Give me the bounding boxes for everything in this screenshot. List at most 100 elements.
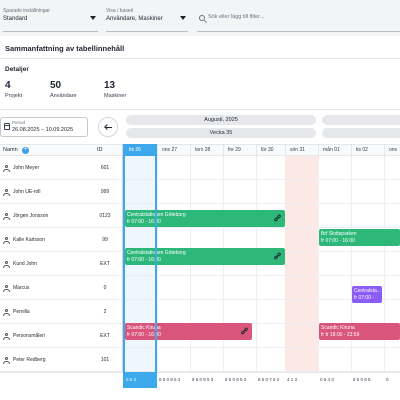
row-name: John Meyer <box>13 165 40 171</box>
event-time: fr 07:00 - 16:00 <box>321 238 355 244</box>
table-row[interactable]: John UE-roll 999 <box>0 180 400 204</box>
person-icon <box>3 213 10 220</box>
person-icon <box>3 237 10 244</box>
week-label-next <box>322 128 400 138</box>
row-id: EXT <box>100 333 110 339</box>
table-row[interactable]: Peter Redberg 101 <box>0 348 400 372</box>
period-value: 26.08.2025 – 10.09.2025 <box>12 127 74 133</box>
day-header[interactable]: tis 02 <box>351 144 384 156</box>
row-name: Jörgen Jonsson <box>13 213 49 219</box>
day-header[interactable]: sön 31 <box>285 144 318 156</box>
row-id: 999 <box>100 189 110 195</box>
day-header[interactable]: ons <box>384 144 400 156</box>
month-label-next <box>322 115 400 125</box>
event-time: fr 07:00 - 16:00 <box>127 257 161 263</box>
add-icon[interactable]: + <box>22 147 29 154</box>
row-name: Pernilla <box>13 309 30 315</box>
person-icon <box>3 333 10 340</box>
calendar-icon <box>4 123 10 130</box>
chevron-down-icon <box>90 16 96 20</box>
weekend-column <box>285 156 318 372</box>
table-row[interactable]: Personsmåleri EXT <box>0 324 400 348</box>
row-id: 2 <box>103 309 107 315</box>
table-row[interactable]: Kund John EXT <box>0 252 400 276</box>
table-row[interactable]: John Meyer 601 <box>0 156 400 180</box>
capacity-count: 8 5 0 8 5 3 <box>159 377 181 382</box>
capacity-count: 8 5 0 8 5 <box>353 377 371 382</box>
capacity-count: 8 5 0 7 5 2 <box>258 377 280 382</box>
event-time: fr 07:00 - 16:00 <box>127 219 161 225</box>
search-icon <box>199 15 205 21</box>
grid-line <box>351 156 352 372</box>
capacity-count: 8 5 0 8 5 3 <box>192 377 214 382</box>
schedule-event[interactable]: Scandic Kiruna fr fr 18:00 - 23:59 <box>319 323 400 340</box>
row-name: Kalle Karlsson <box>13 237 45 243</box>
row-id: 601 <box>100 165 110 171</box>
stat-label: Maskiner <box>104 93 127 99</box>
stat-value: 50 <box>50 80 62 91</box>
column-separator <box>122 144 123 372</box>
capacity-count: 4 1 3 <box>287 377 298 382</box>
event-title: Scandic Kiruna <box>127 325 161 331</box>
saved-filters-label: Sparade inställningar <box>3 8 50 14</box>
today-marker-left <box>123 144 125 388</box>
schedule-event[interactable]: Brf Slottsparken fr 07:00 - 16:00 <box>319 229 400 246</box>
saved-filters-value: Standard <box>3 16 28 22</box>
person-icon <box>3 189 10 196</box>
saved-filters-select[interactable]: Sparade inställningar Standard <box>3 8 98 32</box>
details-title: Detaljer <box>5 66 29 73</box>
day-header-today[interactable]: tis 26 <box>124 144 156 156</box>
divider <box>0 58 400 59</box>
day-header[interactable]: tors 28 <box>190 144 222 156</box>
search-placeholder: Sök eller lägg till filter... <box>208 14 265 20</box>
month-label: Augusti, 2025 <box>126 115 316 125</box>
stat-value: 13 <box>104 80 116 91</box>
day-header[interactable]: mån 01 <box>318 144 351 156</box>
capacity-count-today: 0 5 3 <box>124 372 156 388</box>
table-row[interactable]: Pernilla 2 <box>0 300 400 324</box>
link-icon <box>240 327 249 335</box>
schedule-event[interactable]: Centralstationen Göteborg fr 07:00 - 16:… <box>125 248 285 265</box>
summary-title: Sammanfattning av tabellinnehåll <box>5 44 125 53</box>
divider <box>0 109 400 110</box>
table-row[interactable]: Jörgen Jonsson 0123 <box>0 204 400 228</box>
person-icon <box>3 357 10 364</box>
person-icon <box>3 285 10 292</box>
person-icon <box>3 261 10 268</box>
day-header[interactable]: lör 30 <box>256 144 285 156</box>
grid-line <box>318 156 319 372</box>
row-name: Marcus <box>13 285 30 291</box>
person-icon <box>3 309 10 316</box>
row-id: 99 <box>102 237 108 243</box>
event-time: fr fr 18:00 - 23:59 <box>321 332 360 338</box>
stat-value: 4 <box>5 80 11 91</box>
table-row[interactable]: Marcus 0 <box>0 276 400 300</box>
view-select[interactable]: Visa / baserl Användare, Maskiner <box>106 8 188 32</box>
name-column-header[interactable]: Namn <box>3 147 18 153</box>
grid-line <box>384 156 385 372</box>
view-label: Visa / baserl <box>106 8 134 14</box>
stat-machines: 13 Maskiner <box>104 80 126 99</box>
day-header[interactable]: fre 29 <box>223 144 255 156</box>
row-id: EXT <box>100 261 110 267</box>
arrow-left-icon <box>105 127 112 128</box>
search-input[interactable]: Sök eller lägg till filter... <box>197 8 400 32</box>
period-picker[interactable]: Period 26.08.2025 – 10.09.2025 <box>0 117 88 137</box>
stat-projects: 4 Projekt <box>5 80 22 99</box>
stat-label: Projekt <box>5 93 23 99</box>
previous-period-button[interactable] <box>98 117 118 137</box>
chevron-down-icon <box>180 16 186 20</box>
link-icon <box>273 252 282 260</box>
toolbar: Sparade inställningar Standard Visa / ba… <box>0 0 400 36</box>
schedule-event[interactable]: Scandic Kiruna fr 07:00 - 16:00 <box>125 323 252 340</box>
link-icon <box>273 214 282 222</box>
row-id: 0 <box>103 285 107 291</box>
event-time: fr 07:00 - <box>354 295 375 301</box>
event-title: Brf Slottsparken <box>321 231 357 237</box>
schedule-event[interactable]: Centralstationen Göteborg fr 07:00 - 16:… <box>125 210 285 227</box>
day-header[interactable]: ons 27 <box>157 144 189 156</box>
schedule-event[interactable]: Centralsta... fr 07:00 - <box>352 286 382 303</box>
event-title: Centralsta... <box>354 288 381 294</box>
id-column-header[interactable]: ID <box>97 147 103 153</box>
row-id: 101 <box>100 357 110 363</box>
